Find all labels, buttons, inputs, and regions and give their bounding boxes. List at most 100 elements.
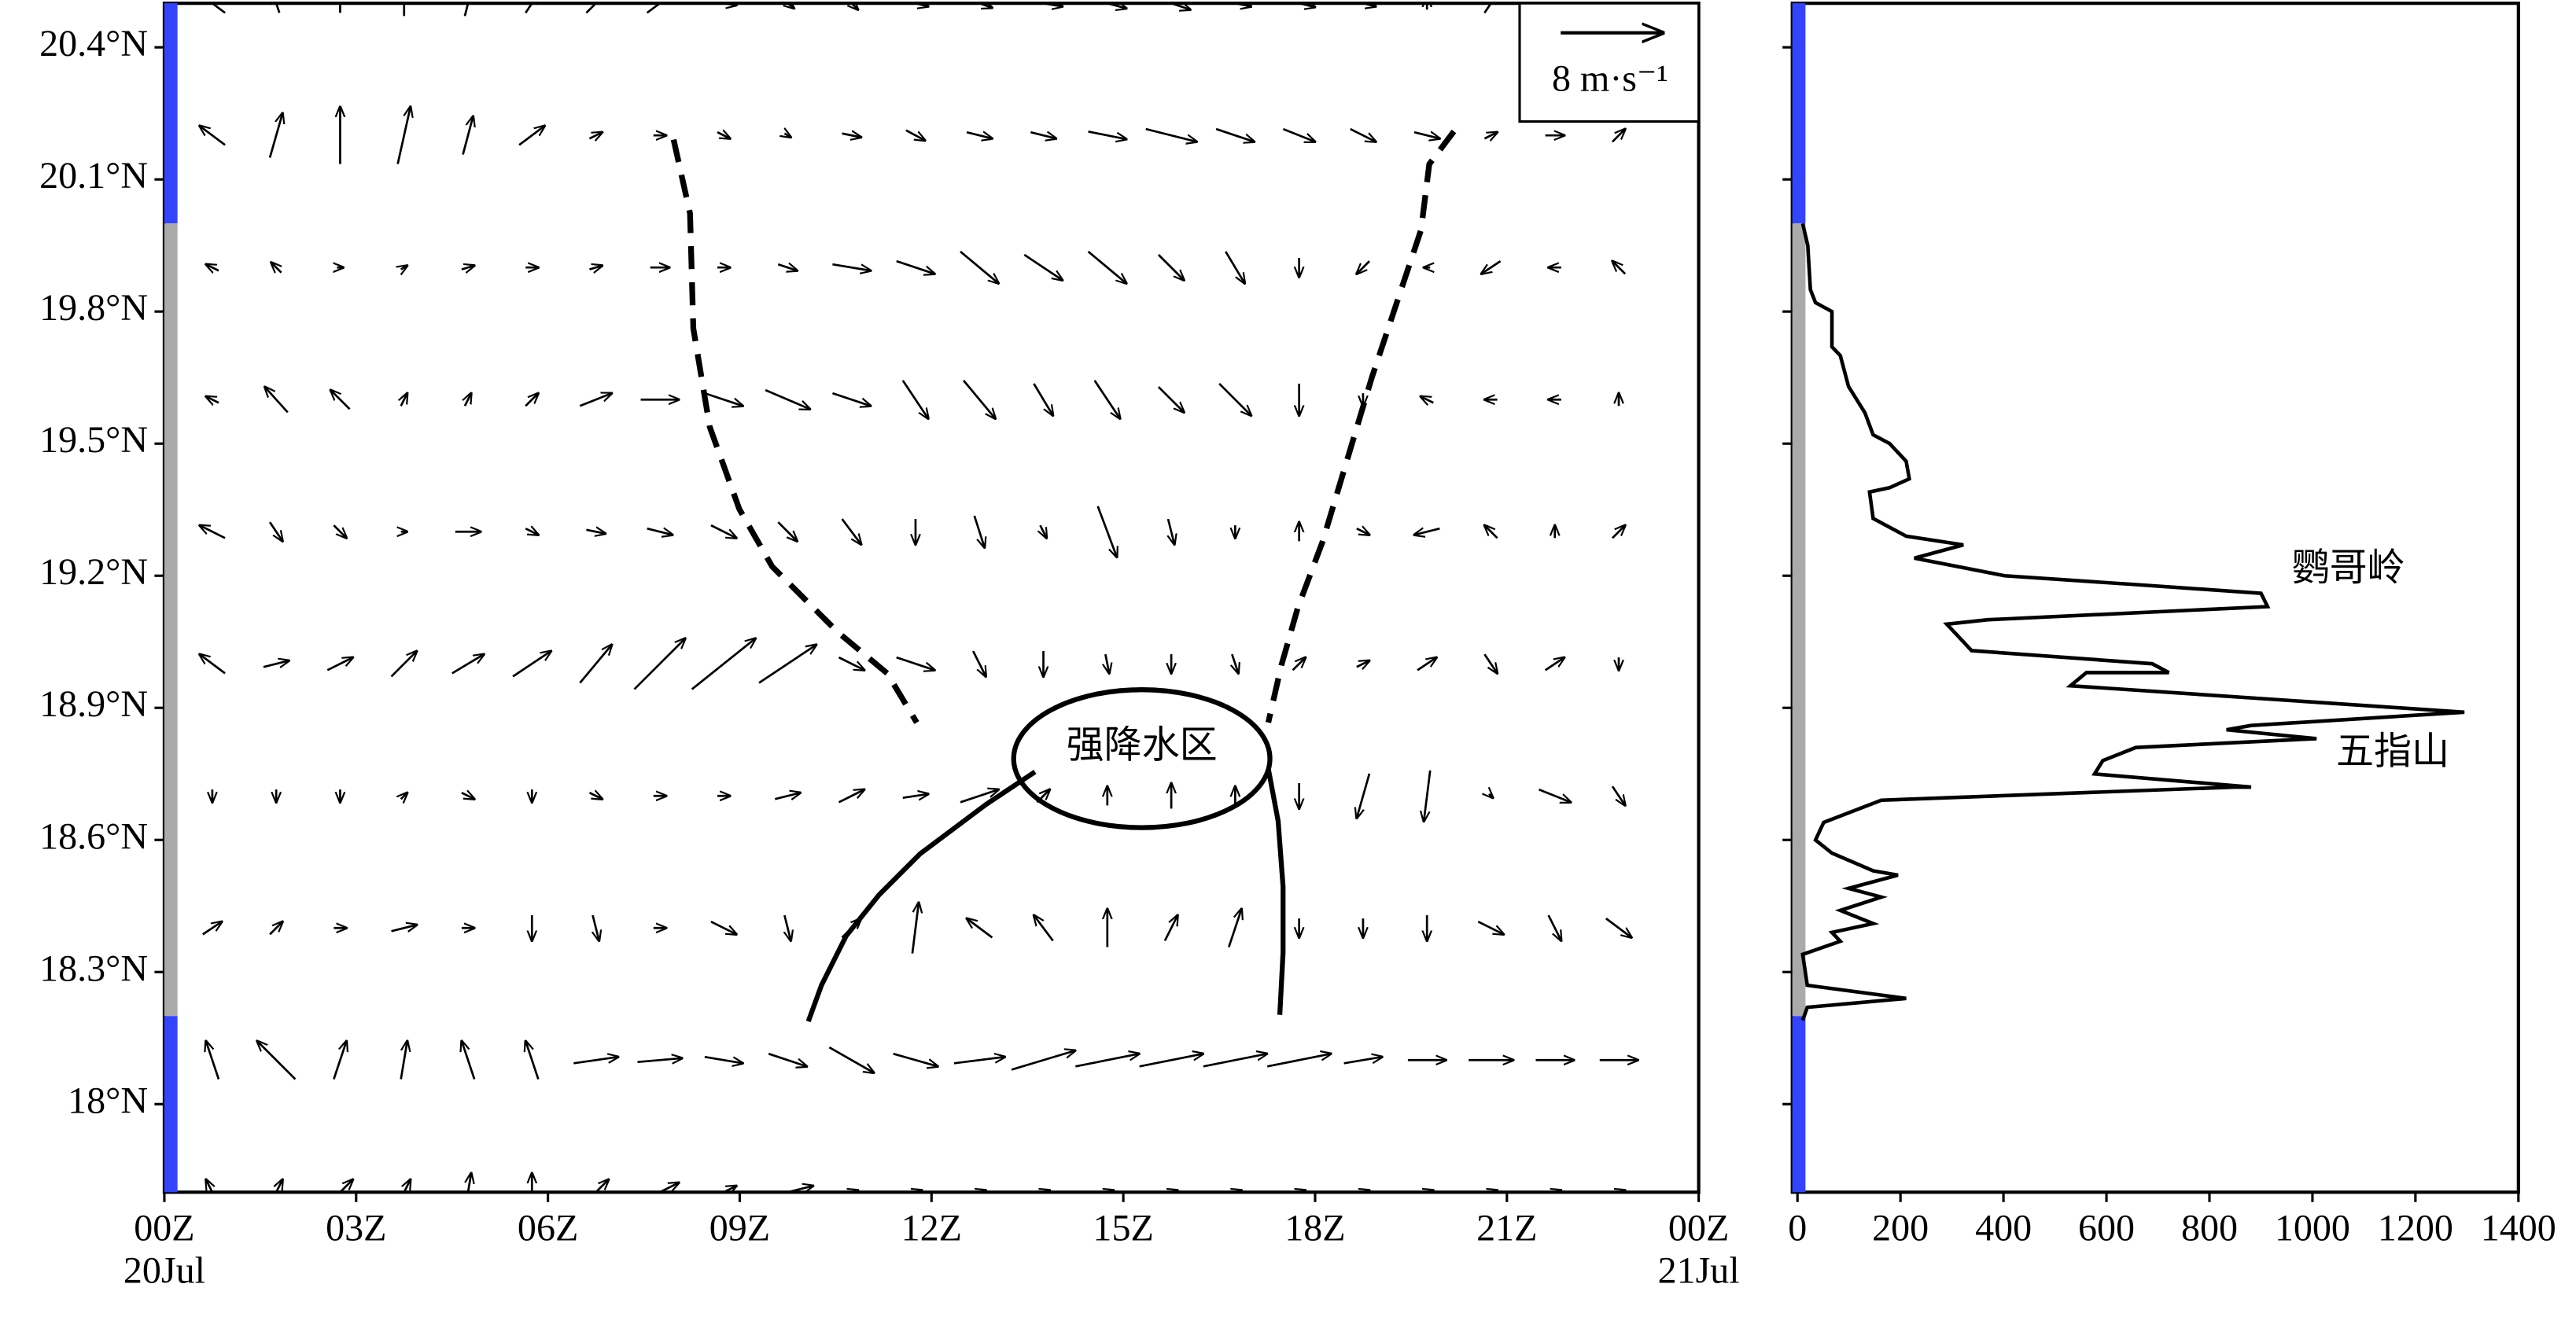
x-tick-label: 03Z [326, 1207, 386, 1249]
wind-arrow [333, 524, 346, 538]
y-tick-label: 18.6°N [39, 815, 148, 857]
sea-bar [164, 3, 178, 224]
wind-arrow [1087, 250, 1127, 283]
wind-arrow [518, 126, 544, 146]
wind-arrow [268, 113, 282, 158]
wind-arrow [1168, 518, 1174, 544]
wind-arrow [1037, 3, 1063, 6]
wind-arrow [1357, 773, 1371, 819]
wind-arrow [1611, 129, 1625, 143]
wind-arrow [1093, 380, 1120, 419]
wind-arrow [1484, 525, 1498, 539]
wind-arrow [1096, 506, 1117, 557]
wind-arrow [838, 789, 864, 804]
wind-arrow [585, 3, 605, 14]
wind-arrow [768, 1052, 807, 1066]
wind-arrow [1088, 131, 1127, 139]
analysis-lines [670, 129, 1457, 1023]
wind-arrow [1011, 1050, 1075, 1071]
wind-arrow [962, 380, 995, 419]
wind-arrow [1358, 3, 1376, 6]
wind-arrow [273, 3, 279, 13]
y-tick-label: 18°N [68, 1080, 148, 1121]
x-tick-label: 15Z [1093, 1207, 1153, 1249]
wind-arrow [1292, 657, 1306, 671]
wind-arrow [465, 1173, 471, 1193]
wind-arrow [691, 638, 756, 690]
wind-arrow [1483, 653, 1497, 673]
wind-arrow [647, 528, 673, 535]
wind-arrow [1282, 127, 1314, 142]
terrain-panel: 鹦哥岭 五指山 0 200 400 600 800 1000 1200 1400 [1782, 2, 2556, 1249]
wind-arrow [953, 1057, 1005, 1065]
wind-arrow [462, 1041, 476, 1080]
wind-arrow [1547, 914, 1561, 940]
y-tick-label: 19.2°N [39, 551, 148, 593]
wind-arrow [200, 525, 226, 539]
wind-arrow [525, 1041, 540, 1080]
x-tick-label: 1400 [2481, 1207, 2556, 1249]
wind-arrow [461, 266, 474, 270]
wind-arrow [1163, 915, 1177, 942]
wind-arrow [1203, 1054, 1267, 1068]
wind-arrow [257, 1041, 297, 1080]
wind-arrow [971, 650, 986, 676]
dashed-line [670, 138, 919, 724]
wind-arrow [200, 3, 226, 14]
wind-arrow [1225, 251, 1244, 283]
wind-arrow [1030, 132, 1056, 138]
wind-arrow [633, 638, 685, 690]
rain-ellipse [1011, 687, 1273, 830]
plot-frame [1790, 2, 2520, 1194]
wind-arrow [902, 794, 928, 798]
wind-arrow [589, 266, 602, 270]
solid-line [1266, 767, 1286, 1015]
wind-arrow [588, 793, 602, 799]
wind-arrow [911, 3, 928, 6]
wind-arrow [338, 1179, 352, 1193]
wind-arrow [960, 250, 999, 283]
wind-arrow [451, 654, 484, 675]
wind-arrow [1483, 3, 1497, 14]
wind-arrow [777, 521, 797, 541]
wind-arrow [401, 393, 407, 407]
wind-arrow [1227, 909, 1241, 947]
wind-arrow [777, 264, 797, 270]
wind-arrow [462, 116, 474, 155]
wind-arrow [200, 126, 226, 146]
wind-arrow [1489, 794, 1493, 798]
wind-arrow [206, 396, 219, 403]
wind-arrow [1218, 383, 1251, 415]
wind-arrow [1544, 657, 1564, 671]
wind-arrow [333, 1041, 346, 1080]
wind-arrow [1539, 788, 1571, 802]
y-tick-label: 20.1°N [39, 155, 148, 197]
wind-arrow [1356, 660, 1369, 667]
wind-arrow [911, 903, 919, 954]
x-tick-label: 06Z [518, 1207, 578, 1249]
wind-arrow [846, 3, 858, 9]
x-tick-label: 200 [1872, 1207, 1929, 1249]
wind-arrow [263, 660, 289, 667]
wind-arrow [1294, 3, 1314, 7]
wind-arrow [593, 914, 599, 940]
key-label: 8 m·s⁻¹ [1552, 57, 1668, 99]
wind-arrow [588, 132, 602, 138]
wind-arrow [841, 518, 861, 544]
wind-arrow [1421, 396, 1434, 403]
sea-bar [164, 1016, 178, 1193]
x-tick-label: 1200 [2378, 1207, 2453, 1249]
x-tick-label: 09Z [709, 1207, 770, 1249]
wind-arrow [202, 922, 222, 936]
wind-arrow [1413, 132, 1439, 138]
wind-arrow [1232, 653, 1238, 673]
solid-line [805, 770, 1037, 1023]
wind-arrow [579, 393, 611, 407]
wind-vectors [200, 3, 1638, 1193]
wind-arrow [512, 651, 551, 678]
wind-arrow [905, 129, 925, 141]
wind-arrow [1424, 770, 1432, 822]
wind-arrow [758, 645, 816, 684]
